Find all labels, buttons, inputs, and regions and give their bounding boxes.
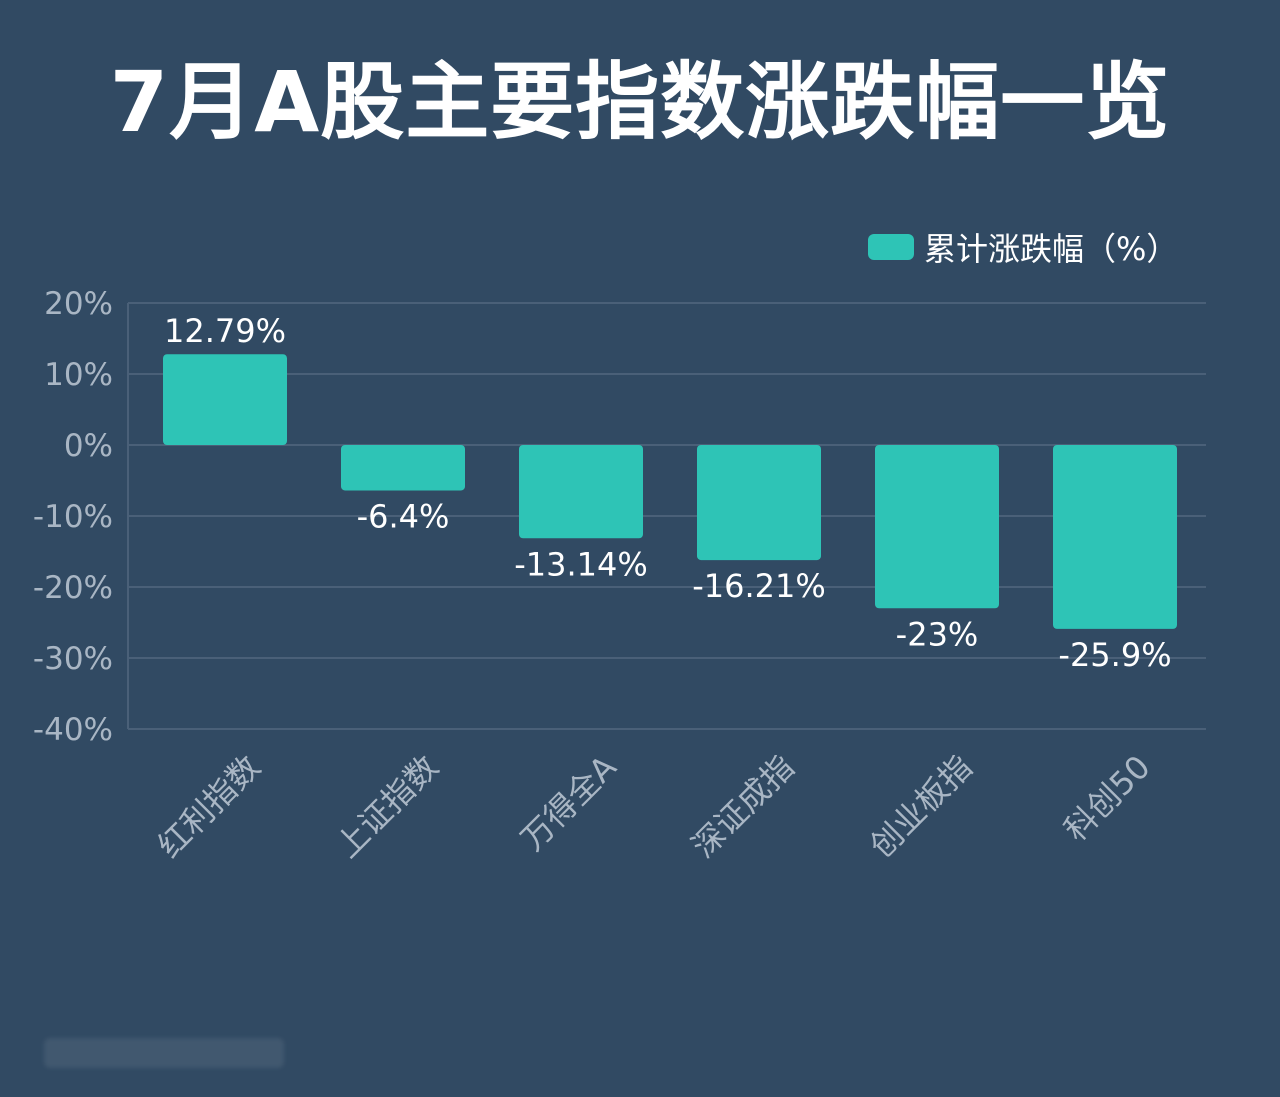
y-tick-label: 10% xyxy=(44,357,113,393)
legend: 累计涨跌幅（%） xyxy=(868,230,1178,268)
x-tick-label: 深证成指 xyxy=(684,748,801,865)
y-axis-ticks: 20% 10% 0% -10% -20% -30% -40% xyxy=(33,286,113,748)
legend-swatch xyxy=(868,234,914,260)
y-tick-label: 20% xyxy=(44,286,113,322)
gridlines xyxy=(127,302,1206,730)
data-label: -25.9% xyxy=(1058,636,1171,674)
y-tick-label: -30% xyxy=(33,641,113,677)
watermark xyxy=(44,1038,284,1068)
bar xyxy=(697,445,821,561)
data-label: -23% xyxy=(896,615,979,653)
bar xyxy=(341,445,465,491)
data-label: -6.4% xyxy=(357,497,450,535)
y-tick-label: -40% xyxy=(33,712,113,748)
data-label: 12.79% xyxy=(164,312,286,350)
data-label: -13.14% xyxy=(514,545,648,583)
x-axis-labels: 红利指数 上证指数 万得全A 深证成指 创业板指 科创50 xyxy=(150,748,1157,865)
legend-label: 累计涨跌幅（%） xyxy=(924,230,1178,268)
y-tick-label: 0% xyxy=(64,428,113,464)
bar xyxy=(1053,445,1177,629)
data-label: -16.21% xyxy=(692,567,826,605)
x-tick-label: 创业板指 xyxy=(862,748,979,865)
bars xyxy=(163,354,1177,629)
data-labels: 12.79% -6.4% -13.14% -16.21% -23% -25.9% xyxy=(164,312,1172,674)
bar xyxy=(163,354,287,445)
bar xyxy=(875,445,999,609)
x-tick-label: 红利指数 xyxy=(150,748,267,865)
y-tick-label: -10% xyxy=(33,499,113,535)
x-tick-label: 万得全A xyxy=(513,748,623,858)
y-tick-label: -20% xyxy=(33,570,113,606)
x-tick-label: 科创50 xyxy=(1057,748,1158,849)
chart-title: 7月A股主要指数涨跌幅一览 xyxy=(109,53,1171,151)
x-tick-label: 上证指数 xyxy=(328,748,445,865)
bar xyxy=(519,445,643,539)
